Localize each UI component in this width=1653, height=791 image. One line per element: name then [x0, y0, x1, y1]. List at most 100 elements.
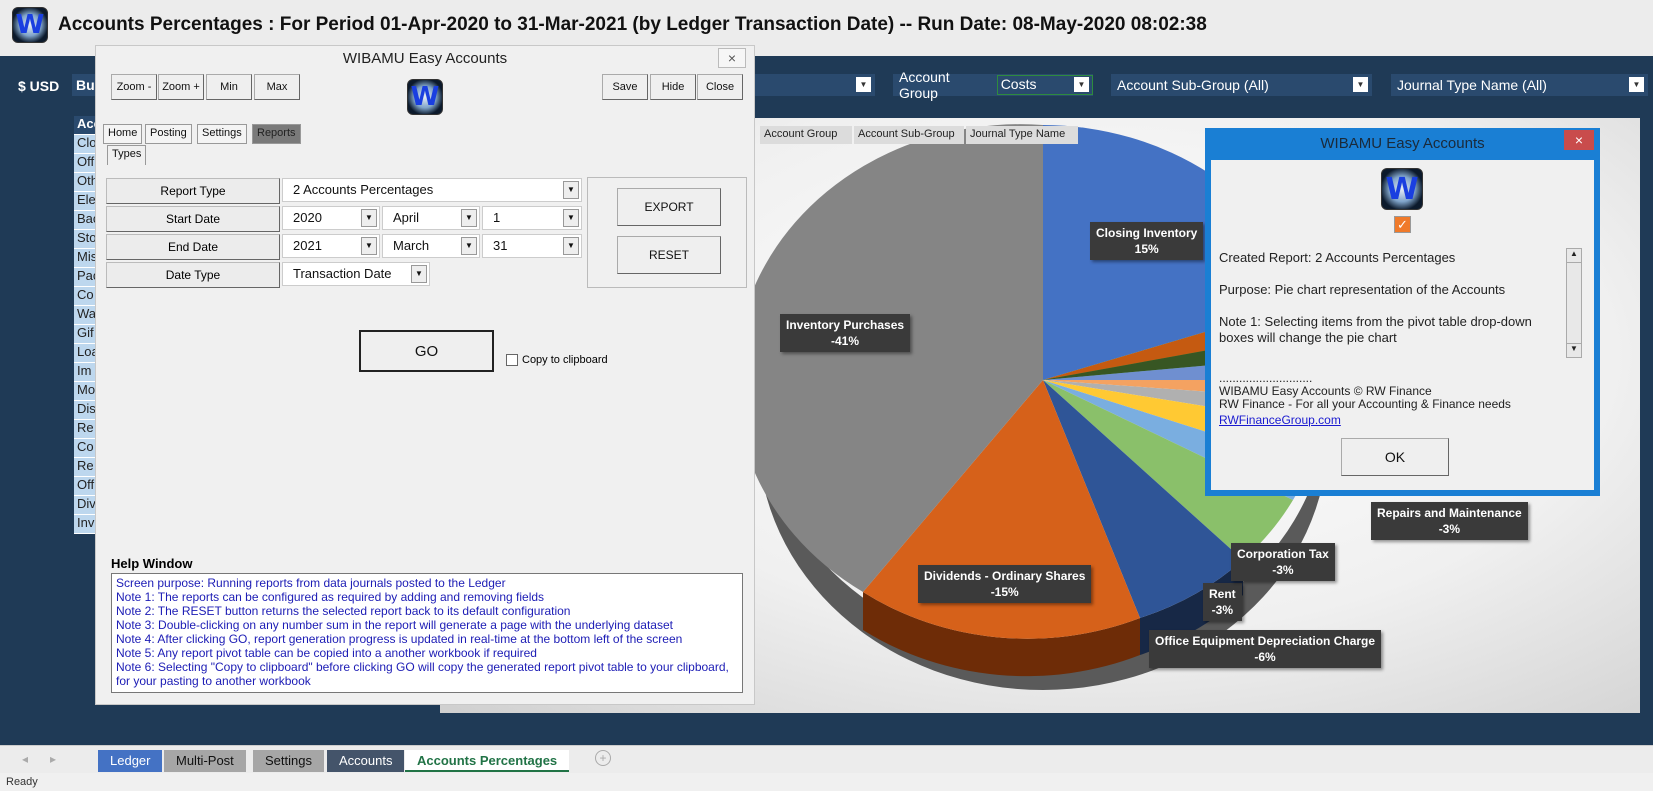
filter-icon[interactable]: ▼	[1074, 77, 1089, 92]
sheet-tab-multipost[interactable]: Multi-Post	[164, 750, 246, 772]
end-month-select[interactable]: March ▼	[382, 234, 480, 258]
list-item[interactable]: Co	[74, 287, 98, 306]
list-item[interactable]: Loa	[74, 344, 98, 363]
app-logo-icon: W	[12, 7, 48, 43]
chevron-down-icon[interactable]: ▼	[1353, 77, 1368, 92]
go-button[interactable]: GO	[359, 330, 494, 372]
wibamu-logo-icon: W	[407, 79, 443, 115]
help-line: Note 5: Any report pivot table can be co…	[116, 646, 537, 660]
pivot-header-account-subgroup[interactable]: Account Sub-Group	[854, 126, 964, 144]
list-item[interactable]: Div	[74, 496, 98, 515]
created-report-text: Created Report: 2 Accounts Percentages	[1219, 250, 1456, 265]
wibamu-logo-icon: W	[1381, 168, 1423, 210]
save-button[interactable]: Save	[602, 74, 648, 100]
footer-text: ............................ WIBAMU Easy…	[1219, 372, 1511, 427]
chevron-down-icon[interactable]: ▼	[361, 237, 377, 255]
business-filter[interactable]: Bu	[72, 74, 96, 96]
tab-home[interactable]: Home	[103, 124, 143, 144]
list-item[interactable]: Oth	[74, 173, 98, 192]
list-item[interactable]: Pac	[74, 268, 98, 287]
scroll-down-icon[interactable]: ▼	[1567, 343, 1581, 357]
list-item[interactable]: Clo	[74, 135, 98, 154]
close-icon[interactable]: ×	[1564, 130, 1594, 150]
filter-journal-type[interactable]: Journal Type Name (All) ▼	[1391, 74, 1648, 96]
report-type-select[interactable]: 2 Accounts Percentages ▼	[282, 178, 582, 202]
scroll-right-icon[interactable]: ▸	[50, 752, 57, 766]
filter-account-group-label: Account Group	[899, 69, 950, 101]
account-group-value[interactable]: Costs	[996, 75, 1093, 95]
export-button[interactable]: EXPORT	[617, 188, 721, 226]
list-item[interactable]: Inv	[74, 515, 98, 534]
filter-account-group[interactable]: Account Group Costs ▼	[893, 69, 1093, 101]
list-item[interactable]: Mis	[74, 249, 98, 268]
end-year-value: 2021	[293, 238, 322, 253]
end-day-select[interactable]: 31 ▼	[482, 234, 582, 258]
chevron-down-icon[interactable]: ▼	[461, 209, 477, 227]
info-dialog: WIBAMU Easy Accounts × W ✓ Created Repor…	[1205, 128, 1600, 496]
chevron-down-icon[interactable]: ▼	[461, 237, 477, 255]
chevron-down-icon[interactable]: ▼	[361, 209, 377, 227]
sheet-tab-ledger[interactable]: Ledger	[98, 750, 163, 772]
start-day-select[interactable]: 1 ▼	[482, 206, 582, 230]
chevron-down-icon[interactable]: ▼	[563, 237, 579, 255]
reset-button[interactable]: RESET	[617, 236, 721, 274]
date-type-select[interactable]: Transaction Date ▼	[282, 262, 430, 286]
hide-button[interactable]: Hide	[650, 74, 696, 100]
end-month-value: March	[393, 238, 430, 253]
close-button[interactable]: Close	[697, 74, 743, 100]
subtab-types[interactable]: Types	[107, 145, 147, 165]
close-icon[interactable]: ×	[718, 48, 746, 68]
zoom-out-button[interactable]: Zoom -	[111, 74, 157, 100]
list-item[interactable]: Co	[74, 439, 98, 458]
website-link[interactable]: RWFinanceGroup.com	[1219, 413, 1341, 427]
scroll-left-icon[interactable]: ◂	[22, 752, 29, 766]
list-item[interactable]: Off	[74, 477, 98, 496]
copy-clipboard-checkbox[interactable]	[506, 354, 518, 366]
pivot-header-journal-type[interactable]: Journal Type Name	[966, 126, 1078, 144]
list-item[interactable]: Ele	[74, 192, 98, 211]
scroll-up-icon[interactable]: ▲	[1567, 249, 1581, 263]
list-item[interactable]: Im	[74, 363, 98, 382]
data-label-closing-inventory: Closing Inventory 15%	[1090, 222, 1204, 260]
list-item[interactable]: Dis	[74, 401, 98, 420]
start-year-value: 2020	[293, 210, 322, 225]
chevron-down-icon[interactable]: ▼	[563, 209, 579, 227]
max-button[interactable]: Max	[254, 74, 300, 100]
zoom-in-button[interactable]: Zoom +	[158, 74, 204, 100]
date-type-label: Date Type	[106, 262, 280, 288]
chevron-down-icon[interactable]: ▼	[856, 77, 871, 92]
list-item[interactable]: Mo	[74, 382, 98, 401]
sheet-tab-accounts-percentages[interactable]: Accounts Percentages	[405, 750, 570, 772]
sheet-tab-accounts[interactable]: Accounts	[327, 750, 405, 772]
list-item[interactable]: Gif	[74, 325, 98, 344]
filter-account-subgroup[interactable]: Account Sub-Group (All) ▼	[1111, 74, 1372, 96]
ok-button[interactable]: OK	[1341, 438, 1449, 476]
chevron-down-icon[interactable]: ▼	[563, 181, 579, 199]
filter-subgroup-label: Account Sub-Group (All)	[1117, 77, 1269, 93]
start-year-select[interactable]: 2020 ▼	[282, 206, 380, 230]
tab-settings[interactable]: Settings	[197, 124, 247, 144]
list-item[interactable]: Re	[74, 420, 98, 439]
tab-posting[interactable]: Posting	[145, 124, 192, 144]
list-item[interactable]: Sto	[74, 230, 98, 249]
dots-separator: ............................	[1219, 371, 1313, 385]
tab-reports[interactable]: Reports	[252, 124, 301, 144]
list-item[interactable]: Re	[74, 458, 98, 477]
data-label-repairs: Repairs and Maintenance -3%	[1371, 502, 1528, 540]
sheet-tab-settings[interactable]: Settings	[253, 750, 324, 772]
add-sheet-icon[interactable]: +	[595, 750, 611, 766]
start-day-value: 1	[493, 210, 501, 225]
pivot-header-account-group[interactable]: Account Group	[760, 126, 852, 144]
list-item[interactable]: Wa	[74, 306, 98, 325]
end-year-select[interactable]: 2021 ▼	[282, 234, 380, 258]
min-button[interactable]: Min	[206, 74, 252, 100]
list-item[interactable]: Off	[74, 154, 98, 173]
chevron-down-icon[interactable]: ▼	[411, 265, 427, 283]
info-scrollbar[interactable]: ▲ ▼	[1566, 248, 1582, 358]
start-month-select[interactable]: April ▼	[382, 206, 480, 230]
report-type-label: Report Type	[106, 178, 280, 204]
list-item[interactable]: Bac	[74, 211, 98, 230]
purpose-text: Purpose: Pie chart representation of the…	[1219, 282, 1506, 297]
chevron-down-icon[interactable]: ▼	[1629, 77, 1644, 92]
help-line: Screen purpose: Running reports from dat…	[116, 576, 506, 590]
